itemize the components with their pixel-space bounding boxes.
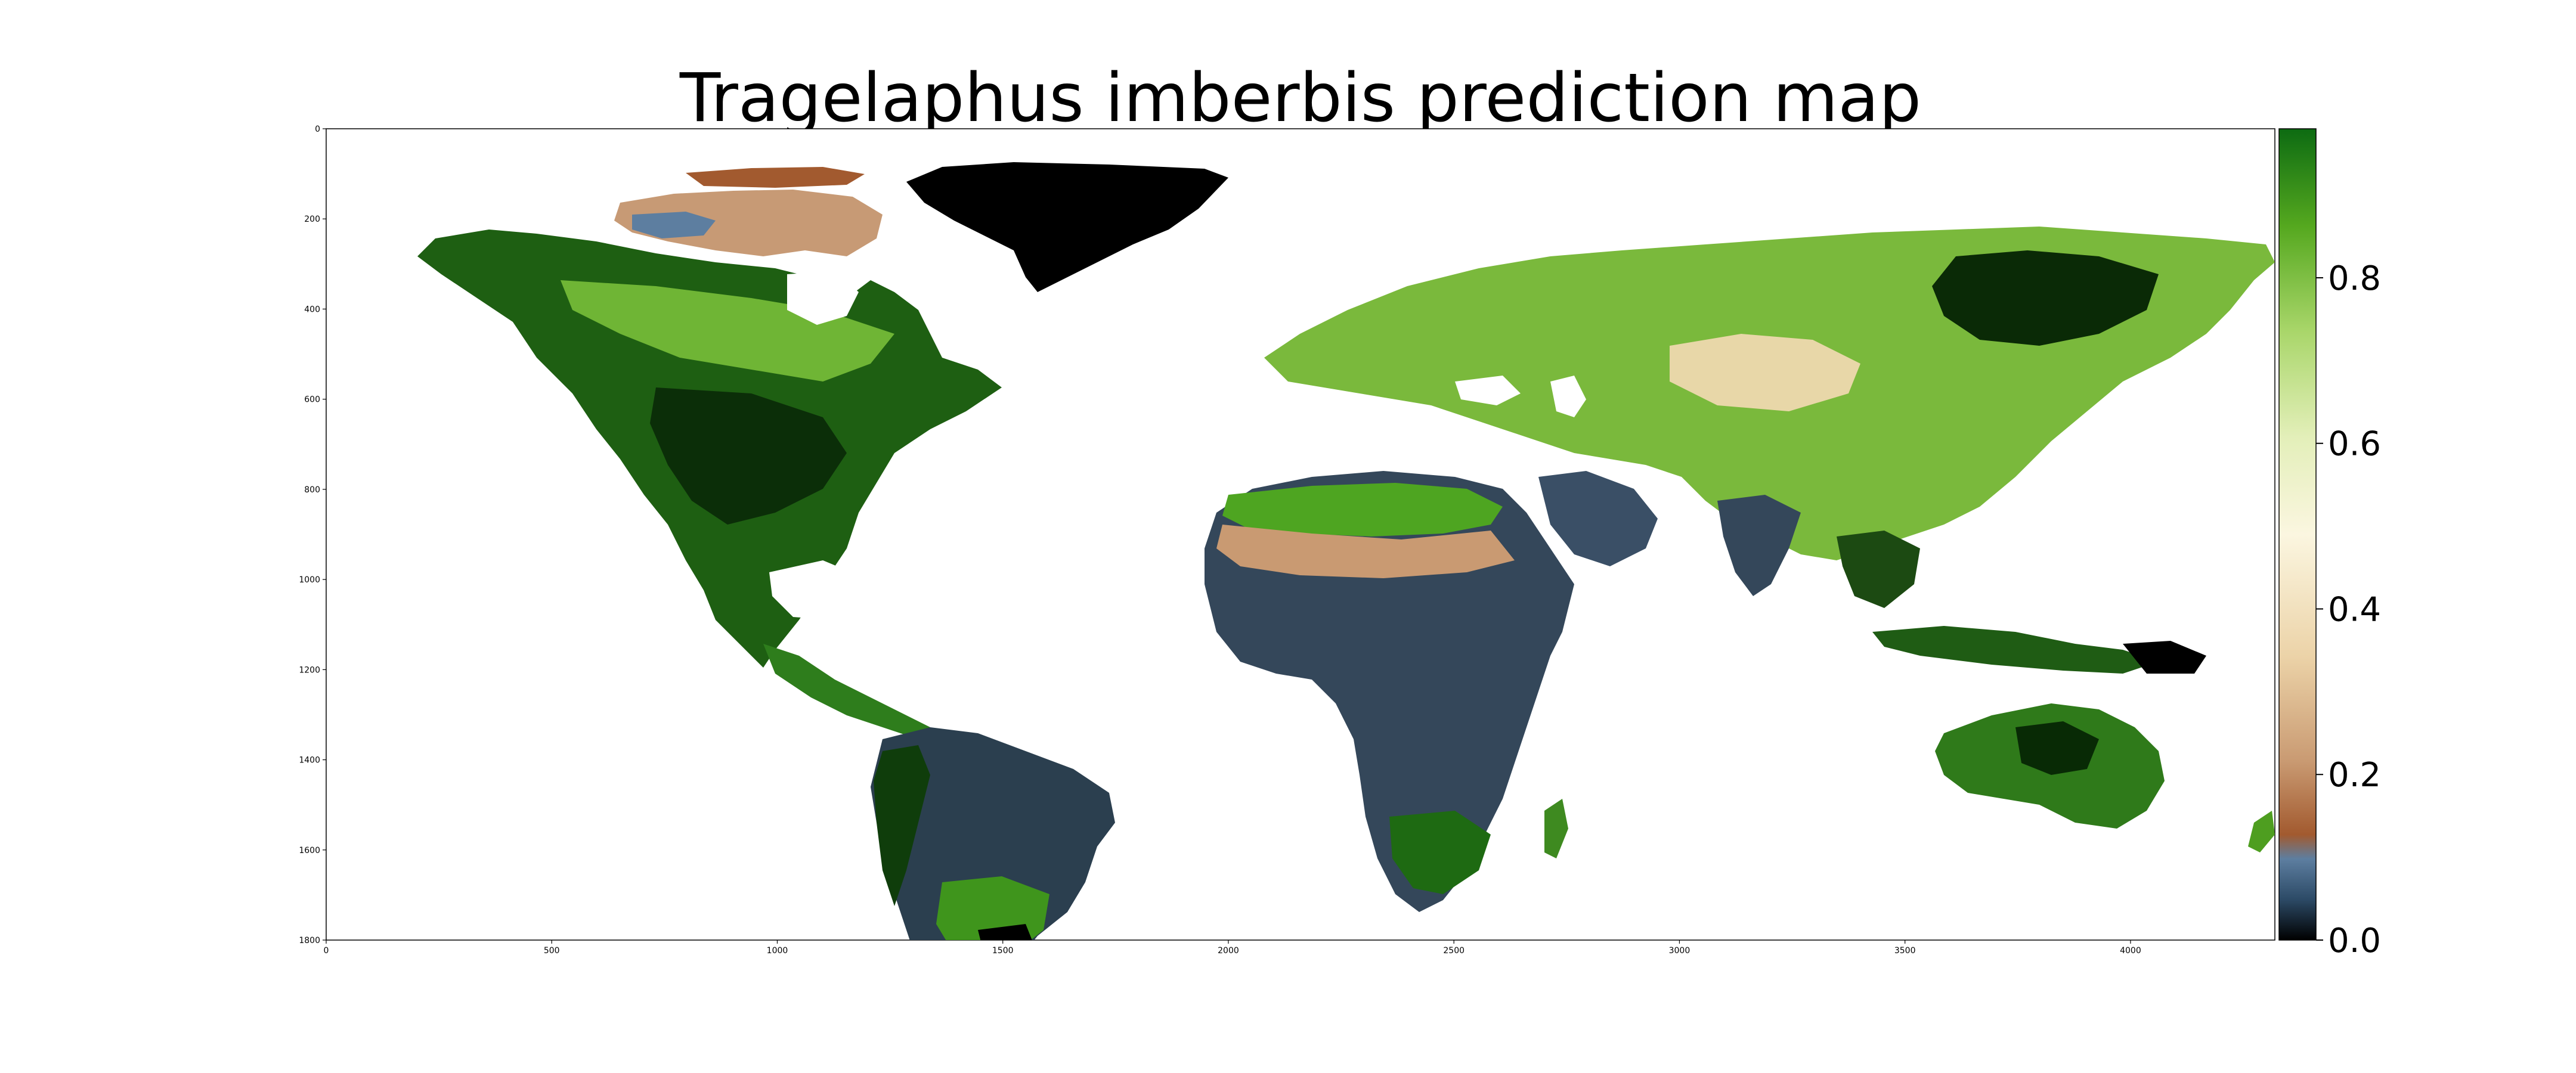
colorbar-tick-label: 0.8 [2328,259,2381,298]
x-tick-label: 500 [544,946,560,956]
arabian-peninsula [1538,471,1658,566]
y-tick-label: 400 [304,305,320,314]
north-america-light-band [561,280,894,382]
africa-region [1205,471,1574,912]
x-tick-label: 0 [324,946,329,956]
colorbar-ticks: 0.0 0.2 0.4 0.6 0.8 [2316,259,2381,960]
x-tick-label: 4000 [2120,946,2141,956]
africa-southern-green [1389,811,1491,894]
y-tick-label: 200 [304,215,320,224]
sahara-tan-belt [1216,525,1515,578]
central-asia-tan [1670,334,1860,411]
y-tick-label: 1600 [299,846,320,855]
y-axis-ticks: 0 200 400 600 800 1000 1200 1400 1600 1800 [299,125,326,945]
y-tick-label: 1200 [299,665,320,675]
x-tick-label: 3000 [1669,946,1690,956]
canada-arctic-blue-patch [632,212,716,238]
x-tick-label: 1000 [767,946,788,956]
sahara-green-band [1222,483,1503,536]
south-america-green-west [874,745,930,906]
hudson-bay [787,271,859,325]
south-america-green-south [936,876,1049,940]
indonesia-islands [1872,626,2159,674]
new-guinea [2123,641,2206,674]
y-tick-label: 600 [304,395,320,405]
black-sea [1455,376,1521,405]
caspian-sea [1550,376,1586,417]
x-tick-label: 2500 [1443,946,1465,956]
y-tick-label: 1000 [299,575,320,585]
indian-subcontinent [1717,495,1801,596]
colorbar-tick-label: 0.4 [2328,590,2381,629]
new-zealand [2248,811,2275,852]
colorbar [2278,128,2317,941]
canada-arctic-region [614,190,883,256]
colorbar-tick-label: 0.0 [2328,922,2381,960]
north-america-dark-core [650,387,847,525]
y-tick-label: 0 [315,125,320,134]
map-title: Tragelaphus imberbis prediction map [679,60,1921,137]
southeast-asia [1837,531,1920,608]
greenland-region [906,162,1228,292]
australia-dark-core [2015,721,2099,775]
south-america-region [871,727,1115,940]
x-tick-label: 1500 [992,946,1014,956]
y-tick-label: 800 [304,485,320,495]
siberia-dark-core [1932,250,2159,346]
map-landmasses [417,162,2275,940]
x-tick-label: 3500 [1894,946,1916,956]
x-tick-label: 2000 [1218,946,1239,956]
gulf-of-mexico [769,560,859,620]
colorbar-tick-label: 0.2 [2328,756,2381,795]
south-america-dark-south [978,924,1032,940]
central-america-region [763,644,930,739]
x-axis-ticks: 0 500 1000 1500 2000 2500 3000 3500 4000 [324,940,2141,956]
y-tick-label: 1400 [299,756,320,765]
colorbar-tick-label: 0.6 [2328,425,2381,464]
madagascar [1544,799,1568,858]
y-tick-label: 1800 [299,936,320,945]
canada-arctic-islands-top [686,167,865,188]
